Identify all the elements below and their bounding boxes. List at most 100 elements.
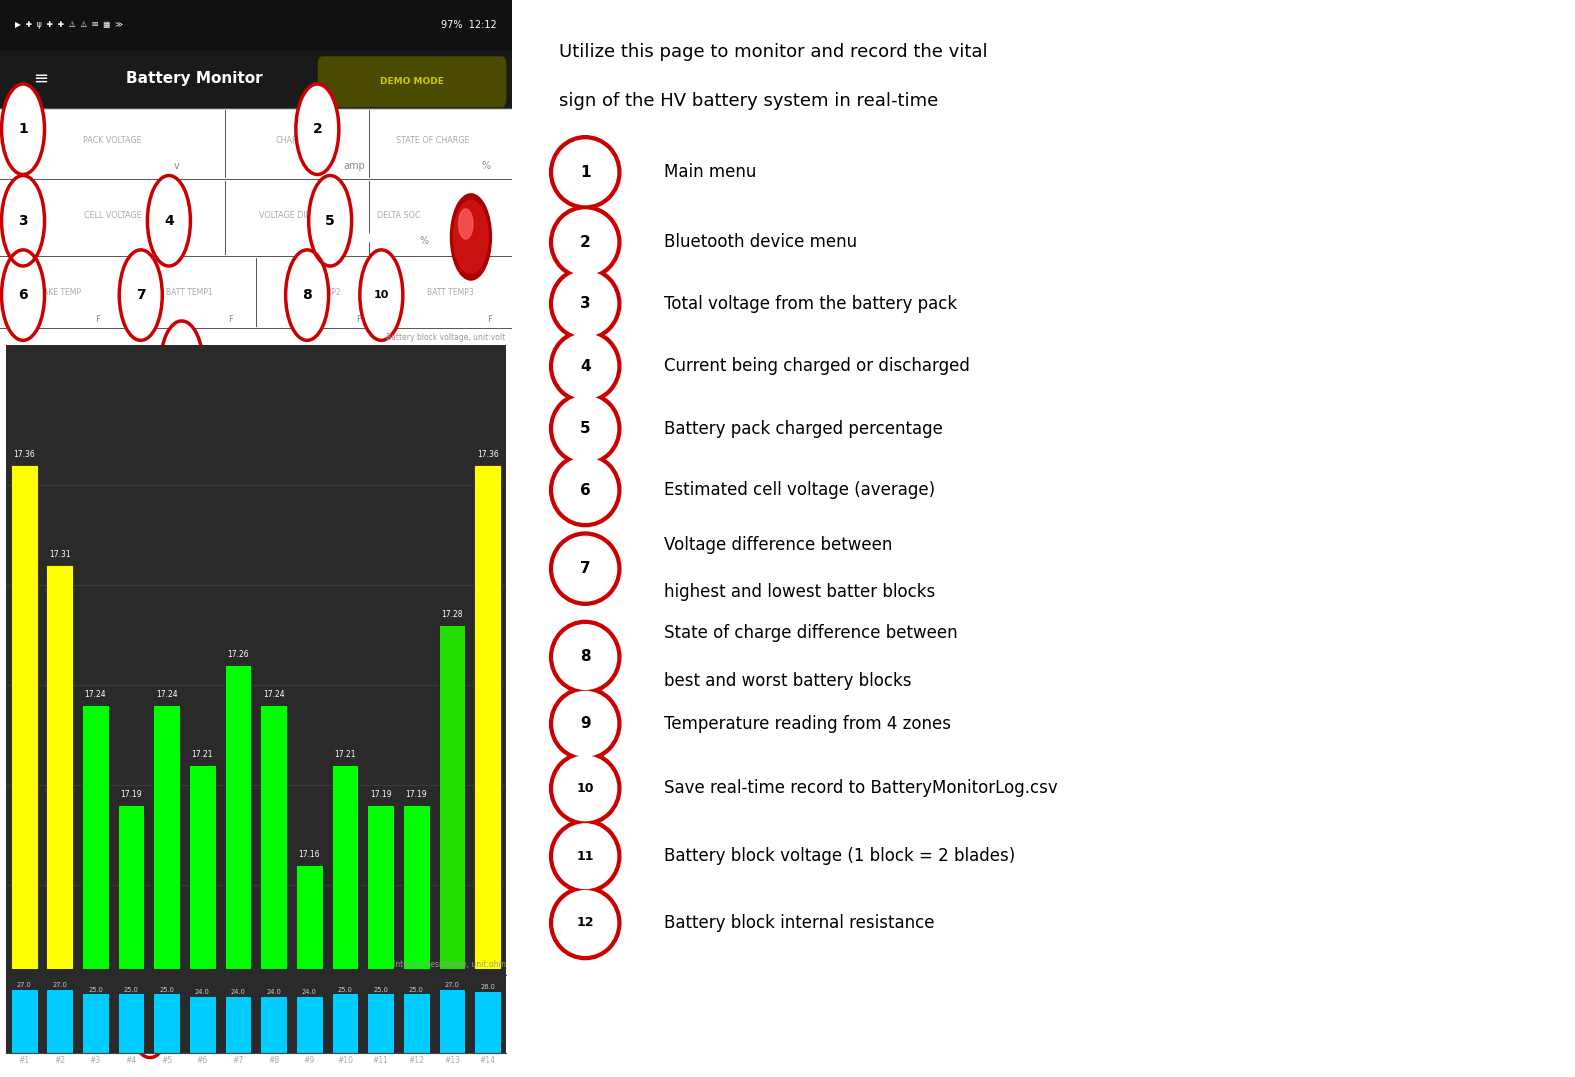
Text: 7: 7 [135,289,145,302]
Text: 17.31: 17.31 [49,549,71,559]
Circle shape [2,84,44,174]
Text: highest and lowest batter blocks: highest and lowest batter blocks [663,584,936,601]
Bar [332,993,359,1053]
Text: STATE OF CHARGE: STATE OF CHARGE [395,136,469,144]
Circle shape [285,250,329,340]
Text: Battery block voltage (1 block = 2 blades): Battery block voltage (1 block = 2 blade… [663,848,1014,865]
Text: 17.24: 17.24 [263,689,285,699]
Circle shape [554,891,617,955]
Text: 17.21: 17.21 [334,750,356,758]
Text: 11: 11 [576,850,594,863]
Text: 26.0: 26.0 [480,984,495,990]
Text: Estimated cell voltage (average): Estimated cell voltage (average) [663,481,936,499]
Bar [296,996,323,1053]
Text: Utilize this page to monitor and record the vital: Utilize this page to monitor and record … [559,43,988,61]
Text: 9: 9 [580,716,591,731]
Text: BATT TEMP3: BATT TEMP3 [427,289,474,297]
Text: 10: 10 [373,290,389,300]
Text: F: F [487,316,491,324]
Text: 36.79: 36.79 [255,154,318,173]
Bar [11,989,38,1053]
Text: F: F [228,316,233,324]
Circle shape [554,210,617,275]
Text: PACK VOLTAGE: PACK VOLTAGE [83,136,142,144]
Text: 25.0: 25.0 [373,987,387,993]
Bar [367,993,394,1053]
Text: 5: 5 [580,421,591,436]
Text: 1: 1 [19,123,28,136]
Text: 4: 4 [164,214,173,227]
Text: Main menu: Main menu [663,164,756,181]
Circle shape [296,84,339,174]
Text: State of charge difference between: State of charge difference between [663,625,958,642]
Circle shape [550,820,621,893]
Text: Voltage difference between: Voltage difference between [663,536,891,554]
Circle shape [554,536,617,601]
Text: 97%  12:12: 97% 12:12 [441,19,496,30]
Text: F: F [94,316,99,324]
Bar [403,993,430,1053]
Text: 6: 6 [580,482,591,498]
Circle shape [458,209,472,239]
Text: 17.21: 17.21 [192,750,213,758]
Text: 25.0: 25.0 [159,987,175,993]
Text: 1: 1 [580,165,591,180]
Bar [260,704,287,1077]
Text: BATT TEMP1: BATT TEMP1 [165,289,213,297]
Text: 27.0: 27.0 [52,982,68,988]
Text: ▶  ✚  ψ  ✚  ✚  ⚠  ⚠  ✉  ▦  ≫: ▶ ✚ ψ ✚ ✚ ⚠ ⚠ ✉ ▦ ≫ [16,20,123,29]
Text: 24.0: 24.0 [266,989,282,995]
Text: 6: 6 [19,289,28,302]
Text: 2: 2 [312,123,323,136]
Text: 25.0: 25.0 [88,987,102,993]
Text: 17.19: 17.19 [120,789,142,799]
Text: BATT TEMP2: BATT TEMP2 [295,289,340,297]
Text: 17.19: 17.19 [370,789,392,799]
Text: 241.44: 241.44 [69,154,145,173]
Text: v: v [151,236,158,247]
Text: 0.00: 0.00 [358,229,405,249]
Bar [260,996,287,1053]
Text: sign of the HV battery system in real-time: sign of the HV battery system in real-ti… [559,92,939,110]
Text: 17.24: 17.24 [85,689,106,699]
Text: 8.62: 8.62 [72,229,121,249]
Text: v: v [318,236,323,247]
Circle shape [550,136,621,209]
Bar [332,765,359,1077]
Bar [82,704,109,1077]
Bar [189,765,216,1077]
Text: 25.0: 25.0 [124,987,139,993]
Bar [439,625,466,1077]
Text: 8: 8 [580,649,591,665]
Text: DELTA SOC: DELTA SOC [378,211,421,220]
Circle shape [550,532,621,605]
Circle shape [550,392,621,465]
Circle shape [554,691,617,756]
Text: CHARGING: CHARGING [276,136,318,144]
Circle shape [550,886,621,960]
Bar [153,993,180,1053]
Bar [82,993,109,1053]
Text: 12: 12 [142,1007,158,1018]
Text: 8: 8 [302,289,312,302]
Text: Total voltage from the battery pack: Total voltage from the battery pack [663,295,958,312]
Bar [46,989,72,1053]
Text: 12: 12 [576,917,594,929]
Circle shape [550,620,621,694]
Text: Current being charged or discharged: Current being charged or discharged [663,358,970,375]
Circle shape [550,267,621,340]
Text: 27.0: 27.0 [444,982,460,988]
Text: 3: 3 [580,296,591,311]
Circle shape [554,396,617,461]
Text: 25.0: 25.0 [337,987,353,993]
Bar [11,464,38,1077]
Bar [118,805,145,1077]
Text: Battery Monitor: Battery Monitor [126,71,263,86]
Circle shape [554,140,617,205]
Text: 0.20: 0.20 [247,229,295,249]
Circle shape [550,752,621,825]
Bar [225,996,252,1053]
Text: Save real-time record to BatteryMonitorLog.csv: Save real-time record to BatteryMonitorL… [663,780,1057,797]
Bar [118,993,145,1053]
Text: 24.0: 24.0 [230,989,246,995]
